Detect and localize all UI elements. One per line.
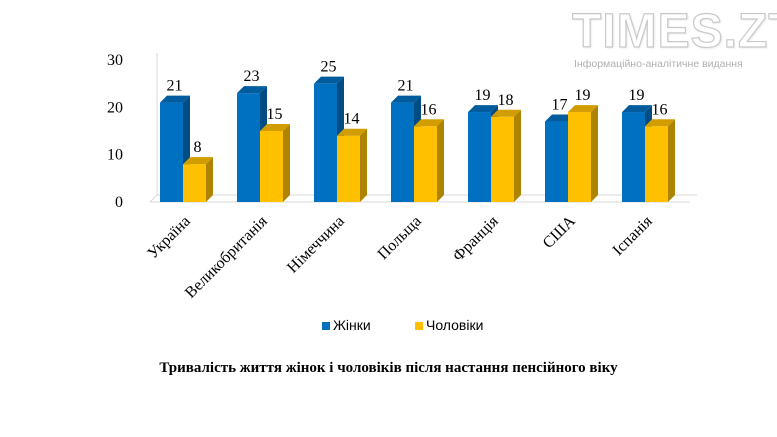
logo-wordmark: TIMES.ZT <box>571 5 777 58</box>
x-tick-label: Україна <box>144 213 193 262</box>
data-label: 19 <box>575 87 591 104</box>
data-label: 19 <box>475 87 491 104</box>
data-label: 19 <box>629 87 645 104</box>
times-zt-logo: TIMES.ZT Інформаційно-аналітичне видання <box>571 5 777 76</box>
chart-caption: Тривалість життя жінок і чоловіків після… <box>159 360 618 376</box>
bar-men <box>337 128 367 202</box>
data-label: 14 <box>344 111 360 128</box>
x-tick-label: Франція <box>450 212 503 265</box>
y-tick-label: 30 <box>107 52 123 69</box>
bar-men <box>568 105 598 202</box>
data-label: 17 <box>552 97 568 114</box>
data-label: 16 <box>421 101 437 118</box>
data-label: 21 <box>167 78 183 95</box>
data-label: 18 <box>498 92 514 109</box>
floor-side-edge <box>149 194 158 203</box>
x-tick-label: Польща <box>375 213 425 263</box>
data-label: 23 <box>244 68 260 85</box>
bar-men <box>645 119 675 202</box>
legend-label: Жінки <box>333 317 371 333</box>
y-tick-label: 0 <box>115 194 123 211</box>
logo-subtitle: Інформаційно-аналітичне видання <box>574 58 743 70</box>
bar-men <box>183 157 213 202</box>
bar-men <box>491 109 521 202</box>
bar-men <box>414 119 444 202</box>
y-tick-label: 10 <box>107 147 123 164</box>
bar-men <box>260 124 290 202</box>
legend-swatch <box>415 322 423 330</box>
data-label: 15 <box>267 106 283 123</box>
legend-swatch <box>322 322 330 330</box>
x-tick-label: Великобританія <box>182 212 271 301</box>
data-label: 25 <box>321 59 337 76</box>
x-tick-label: Іспанія <box>610 212 657 259</box>
legend-label: Чоловіки <box>426 317 483 333</box>
y-tick-label: 20 <box>107 99 123 116</box>
data-label: 8 <box>194 139 202 156</box>
x-tick-label: США <box>540 212 579 251</box>
x-tick-label: Німеччина <box>284 213 348 277</box>
data-label: 21 <box>398 78 414 95</box>
data-label: 16 <box>652 101 668 118</box>
